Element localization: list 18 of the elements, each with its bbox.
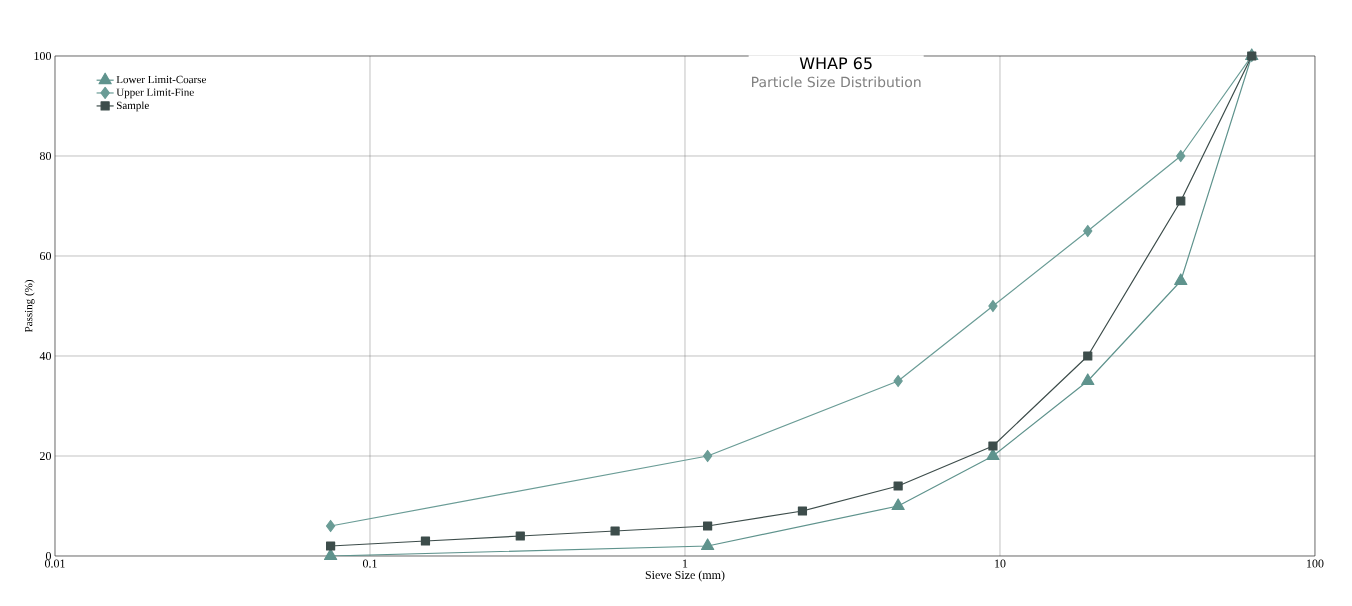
x-tick-label: 0.1 [362,559,377,568]
y-tick-label: 100 [34,51,51,61]
legend-label: Sample [117,101,149,112]
y-tick-label: 80 [39,151,51,161]
y-tick-label: 60 [39,251,51,261]
y-axis-title: Passing (%) [24,280,35,333]
x-axis-title: Sieve Size (mm) [645,570,725,582]
y-tick-label: 20 [39,451,51,461]
x-tick-label: 10 [995,559,1006,568]
text: Particle Size Distribution [752,76,921,88]
chart-title: WHAP 65 [799,57,872,70]
x-tick-label: 0.01 [44,559,65,568]
legend-label: Upper Limit-Fine [116,88,194,99]
y-tick-label: 0 [45,551,51,561]
x-tick-label: 100 [1307,559,1324,568]
x-tick-label: 1 [683,559,688,568]
y-tick-label: 40 [39,351,51,361]
legend-label: Lower Limit-Coarse [116,75,206,84]
